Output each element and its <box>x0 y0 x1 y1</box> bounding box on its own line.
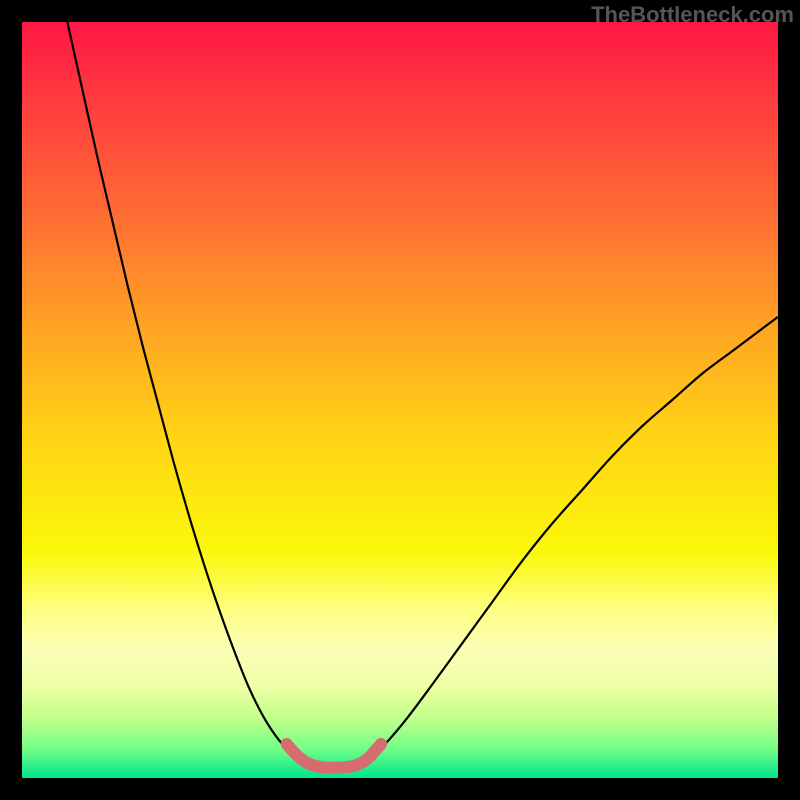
curve-right <box>370 317 778 758</box>
chart-curves <box>22 22 778 778</box>
highlight-band <box>287 744 382 768</box>
curve-left <box>67 22 298 758</box>
watermark-text: TheBottleneck.com <box>591 2 794 28</box>
plot-area <box>22 22 778 778</box>
